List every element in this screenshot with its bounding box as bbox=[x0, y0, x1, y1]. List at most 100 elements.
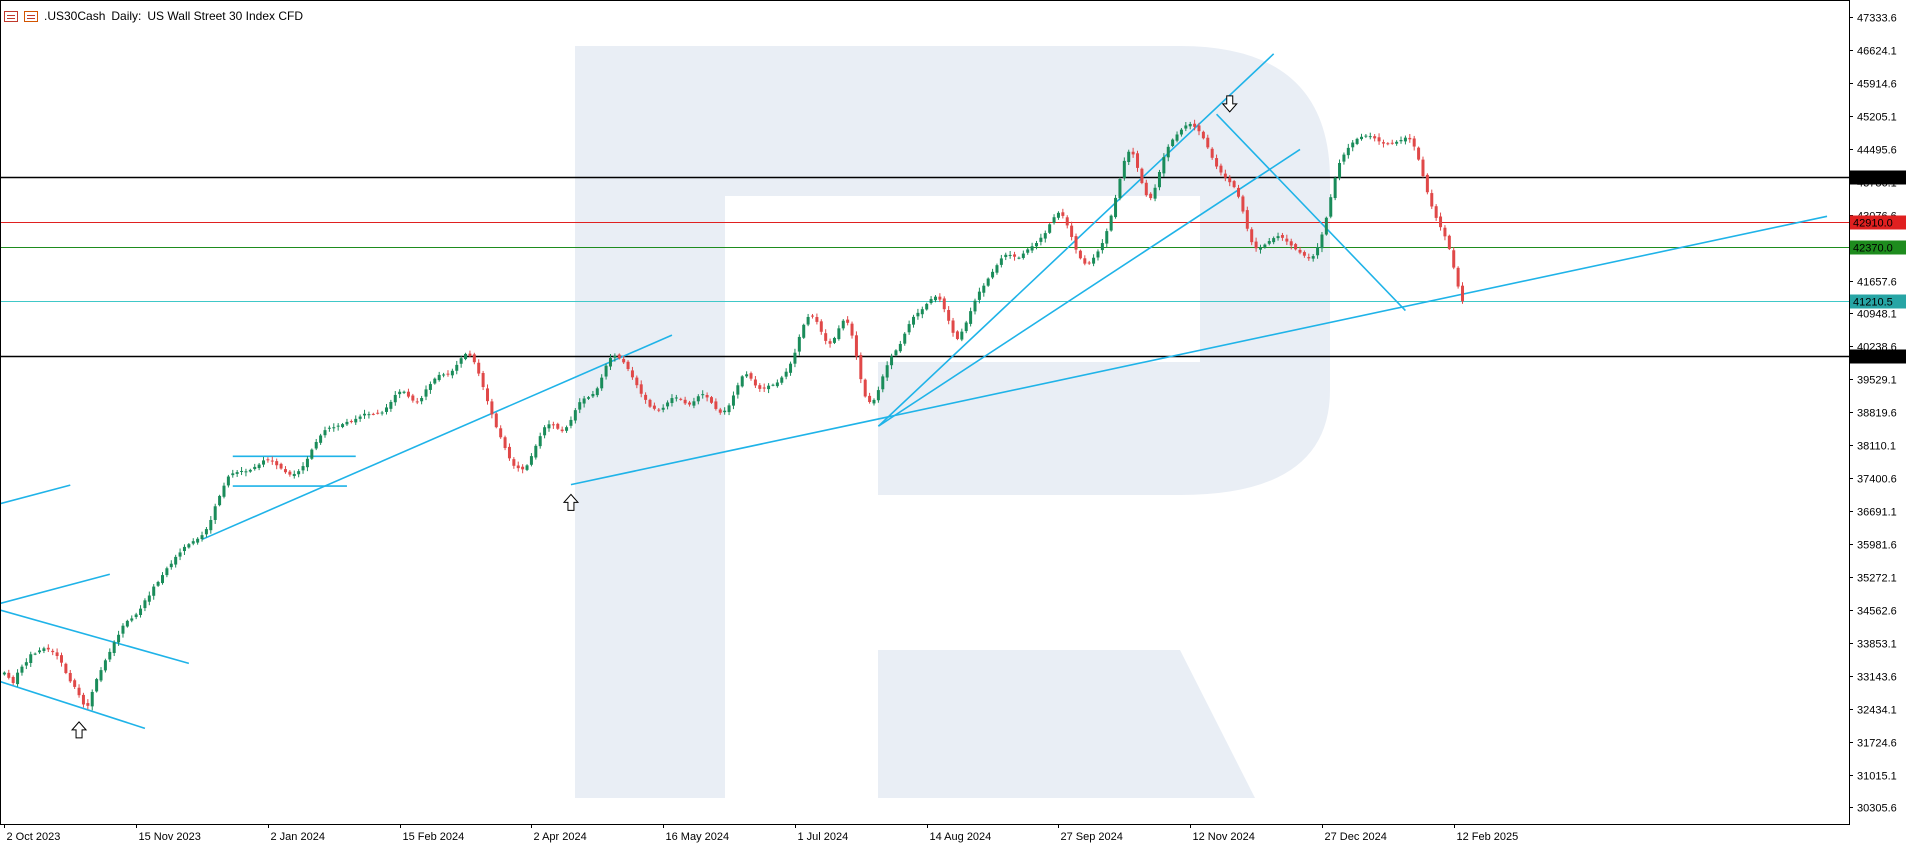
candle-330 bbox=[1452, 247, 1456, 270]
candle-body-254 bbox=[1118, 179, 1122, 199]
candle-106 bbox=[468, 350, 472, 358]
candle-228 bbox=[1004, 252, 1008, 261]
candle-138 bbox=[608, 354, 612, 370]
candle-147 bbox=[648, 398, 652, 408]
candle-body-255 bbox=[1122, 160, 1126, 179]
candle-body-226 bbox=[995, 265, 999, 273]
candle-body-61 bbox=[270, 460, 274, 462]
candle-body-263 bbox=[1157, 171, 1161, 188]
candle-91 bbox=[402, 390, 406, 395]
candle-124 bbox=[547, 420, 551, 432]
candle-117 bbox=[516, 461, 520, 472]
candle-body-228 bbox=[1004, 254, 1008, 258]
candle-body-56 bbox=[248, 469, 252, 472]
candle-body-37 bbox=[165, 568, 169, 576]
candle-body-47 bbox=[209, 519, 213, 531]
candle-body-62 bbox=[275, 461, 279, 466]
candle-133 bbox=[587, 396, 591, 400]
candle-body-150 bbox=[661, 407, 665, 410]
candle-230 bbox=[1013, 251, 1017, 261]
candle-160 bbox=[705, 392, 709, 402]
candle-body-0 bbox=[2, 672, 6, 675]
candle-170 bbox=[749, 371, 753, 381]
watermark-logo bbox=[575, 46, 1330, 798]
candle-body-197 bbox=[868, 395, 872, 403]
x-tick-label-7: 14 Aug 2024 bbox=[930, 831, 992, 843]
candle-49 bbox=[218, 494, 222, 507]
bars-icon[interactable] bbox=[24, 10, 38, 22]
candle-body-76 bbox=[336, 425, 340, 427]
candle-235 bbox=[1034, 240, 1038, 250]
candle-body-33 bbox=[147, 595, 151, 602]
candle-247 bbox=[1087, 260, 1091, 265]
candle-body-252 bbox=[1109, 215, 1113, 231]
candle-165 bbox=[727, 403, 731, 416]
candle-218 bbox=[960, 328, 964, 342]
candle-body-208 bbox=[916, 312, 920, 317]
candle-body-192 bbox=[846, 319, 850, 323]
candle-2 bbox=[11, 675, 15, 686]
candle-body-304 bbox=[1338, 162, 1342, 178]
candle-body-224 bbox=[986, 278, 990, 286]
x-tick-label-8: 27 Sep 2024 bbox=[1061, 831, 1123, 843]
candle-297 bbox=[1307, 253, 1311, 261]
candle-body-103 bbox=[455, 364, 459, 371]
candle-body-73 bbox=[323, 430, 327, 436]
candle-296 bbox=[1302, 250, 1306, 258]
candle-body-257 bbox=[1131, 151, 1135, 155]
time-axis[interactable]: 2 Oct 2023 15 Nov 2023 2 Jan 2024 15 Feb 20… bbox=[4, 824, 1519, 843]
candle-body-113 bbox=[499, 428, 503, 438]
candle-body-234 bbox=[1030, 246, 1034, 251]
candle-214 bbox=[942, 296, 946, 313]
candle-319 bbox=[1403, 135, 1407, 145]
candle-280 bbox=[1232, 179, 1236, 189]
watermark-upper bbox=[575, 46, 1330, 798]
candle-307 bbox=[1351, 140, 1355, 152]
candle-body-38 bbox=[169, 563, 173, 568]
candle-158 bbox=[696, 394, 700, 405]
candles bbox=[2, 119, 1465, 711]
candle-15 bbox=[68, 669, 72, 683]
candle-body-329 bbox=[1447, 235, 1451, 249]
candle-83 bbox=[367, 411, 371, 419]
candle-176 bbox=[775, 379, 779, 388]
candle-body-160 bbox=[705, 395, 709, 398]
candle-body-218 bbox=[960, 331, 964, 340]
candle-81 bbox=[358, 414, 362, 422]
candle-body-258 bbox=[1136, 153, 1140, 168]
candle-body-140 bbox=[617, 354, 621, 359]
candle-196 bbox=[863, 378, 867, 398]
candle-222 bbox=[977, 287, 981, 304]
candle-292 bbox=[1285, 234, 1289, 246]
candle-body-54 bbox=[240, 470, 244, 472]
candle-184 bbox=[811, 313, 815, 319]
candle-body-295 bbox=[1298, 249, 1302, 253]
candle-325 bbox=[1430, 189, 1434, 210]
candle-body-214 bbox=[942, 298, 946, 310]
candle-213 bbox=[938, 293, 942, 303]
price-axis[interactable]: 47333.646624.145914.645205.144495.643786… bbox=[1849, 13, 1897, 815]
candle-231 bbox=[1017, 256, 1021, 260]
candle-body-18 bbox=[81, 694, 85, 705]
candle-body-122 bbox=[538, 436, 542, 447]
candle-body-26 bbox=[117, 634, 121, 643]
candle-body-285 bbox=[1254, 241, 1258, 249]
x-tick-label-9: 12 Nov 2024 bbox=[1193, 831, 1255, 843]
candle-body-283 bbox=[1245, 210, 1249, 229]
candle-body-286 bbox=[1258, 247, 1262, 250]
candle-279 bbox=[1228, 175, 1232, 187]
candle-body-320 bbox=[1408, 137, 1412, 140]
description-label: US Wall Street 30 Index CFD bbox=[147, 9, 303, 23]
calendar-icon[interactable] bbox=[4, 10, 18, 22]
candle-140 bbox=[617, 353, 621, 360]
candle-body-129 bbox=[569, 419, 573, 426]
candle-body-5 bbox=[24, 662, 28, 666]
candle-185 bbox=[815, 313, 819, 325]
candle-8 bbox=[38, 647, 42, 654]
candle-body-125 bbox=[551, 424, 555, 426]
y-tick-label-1: 46624.1 bbox=[1857, 46, 1897, 58]
candle-body-200 bbox=[881, 376, 885, 390]
candle-body-155 bbox=[683, 399, 687, 404]
